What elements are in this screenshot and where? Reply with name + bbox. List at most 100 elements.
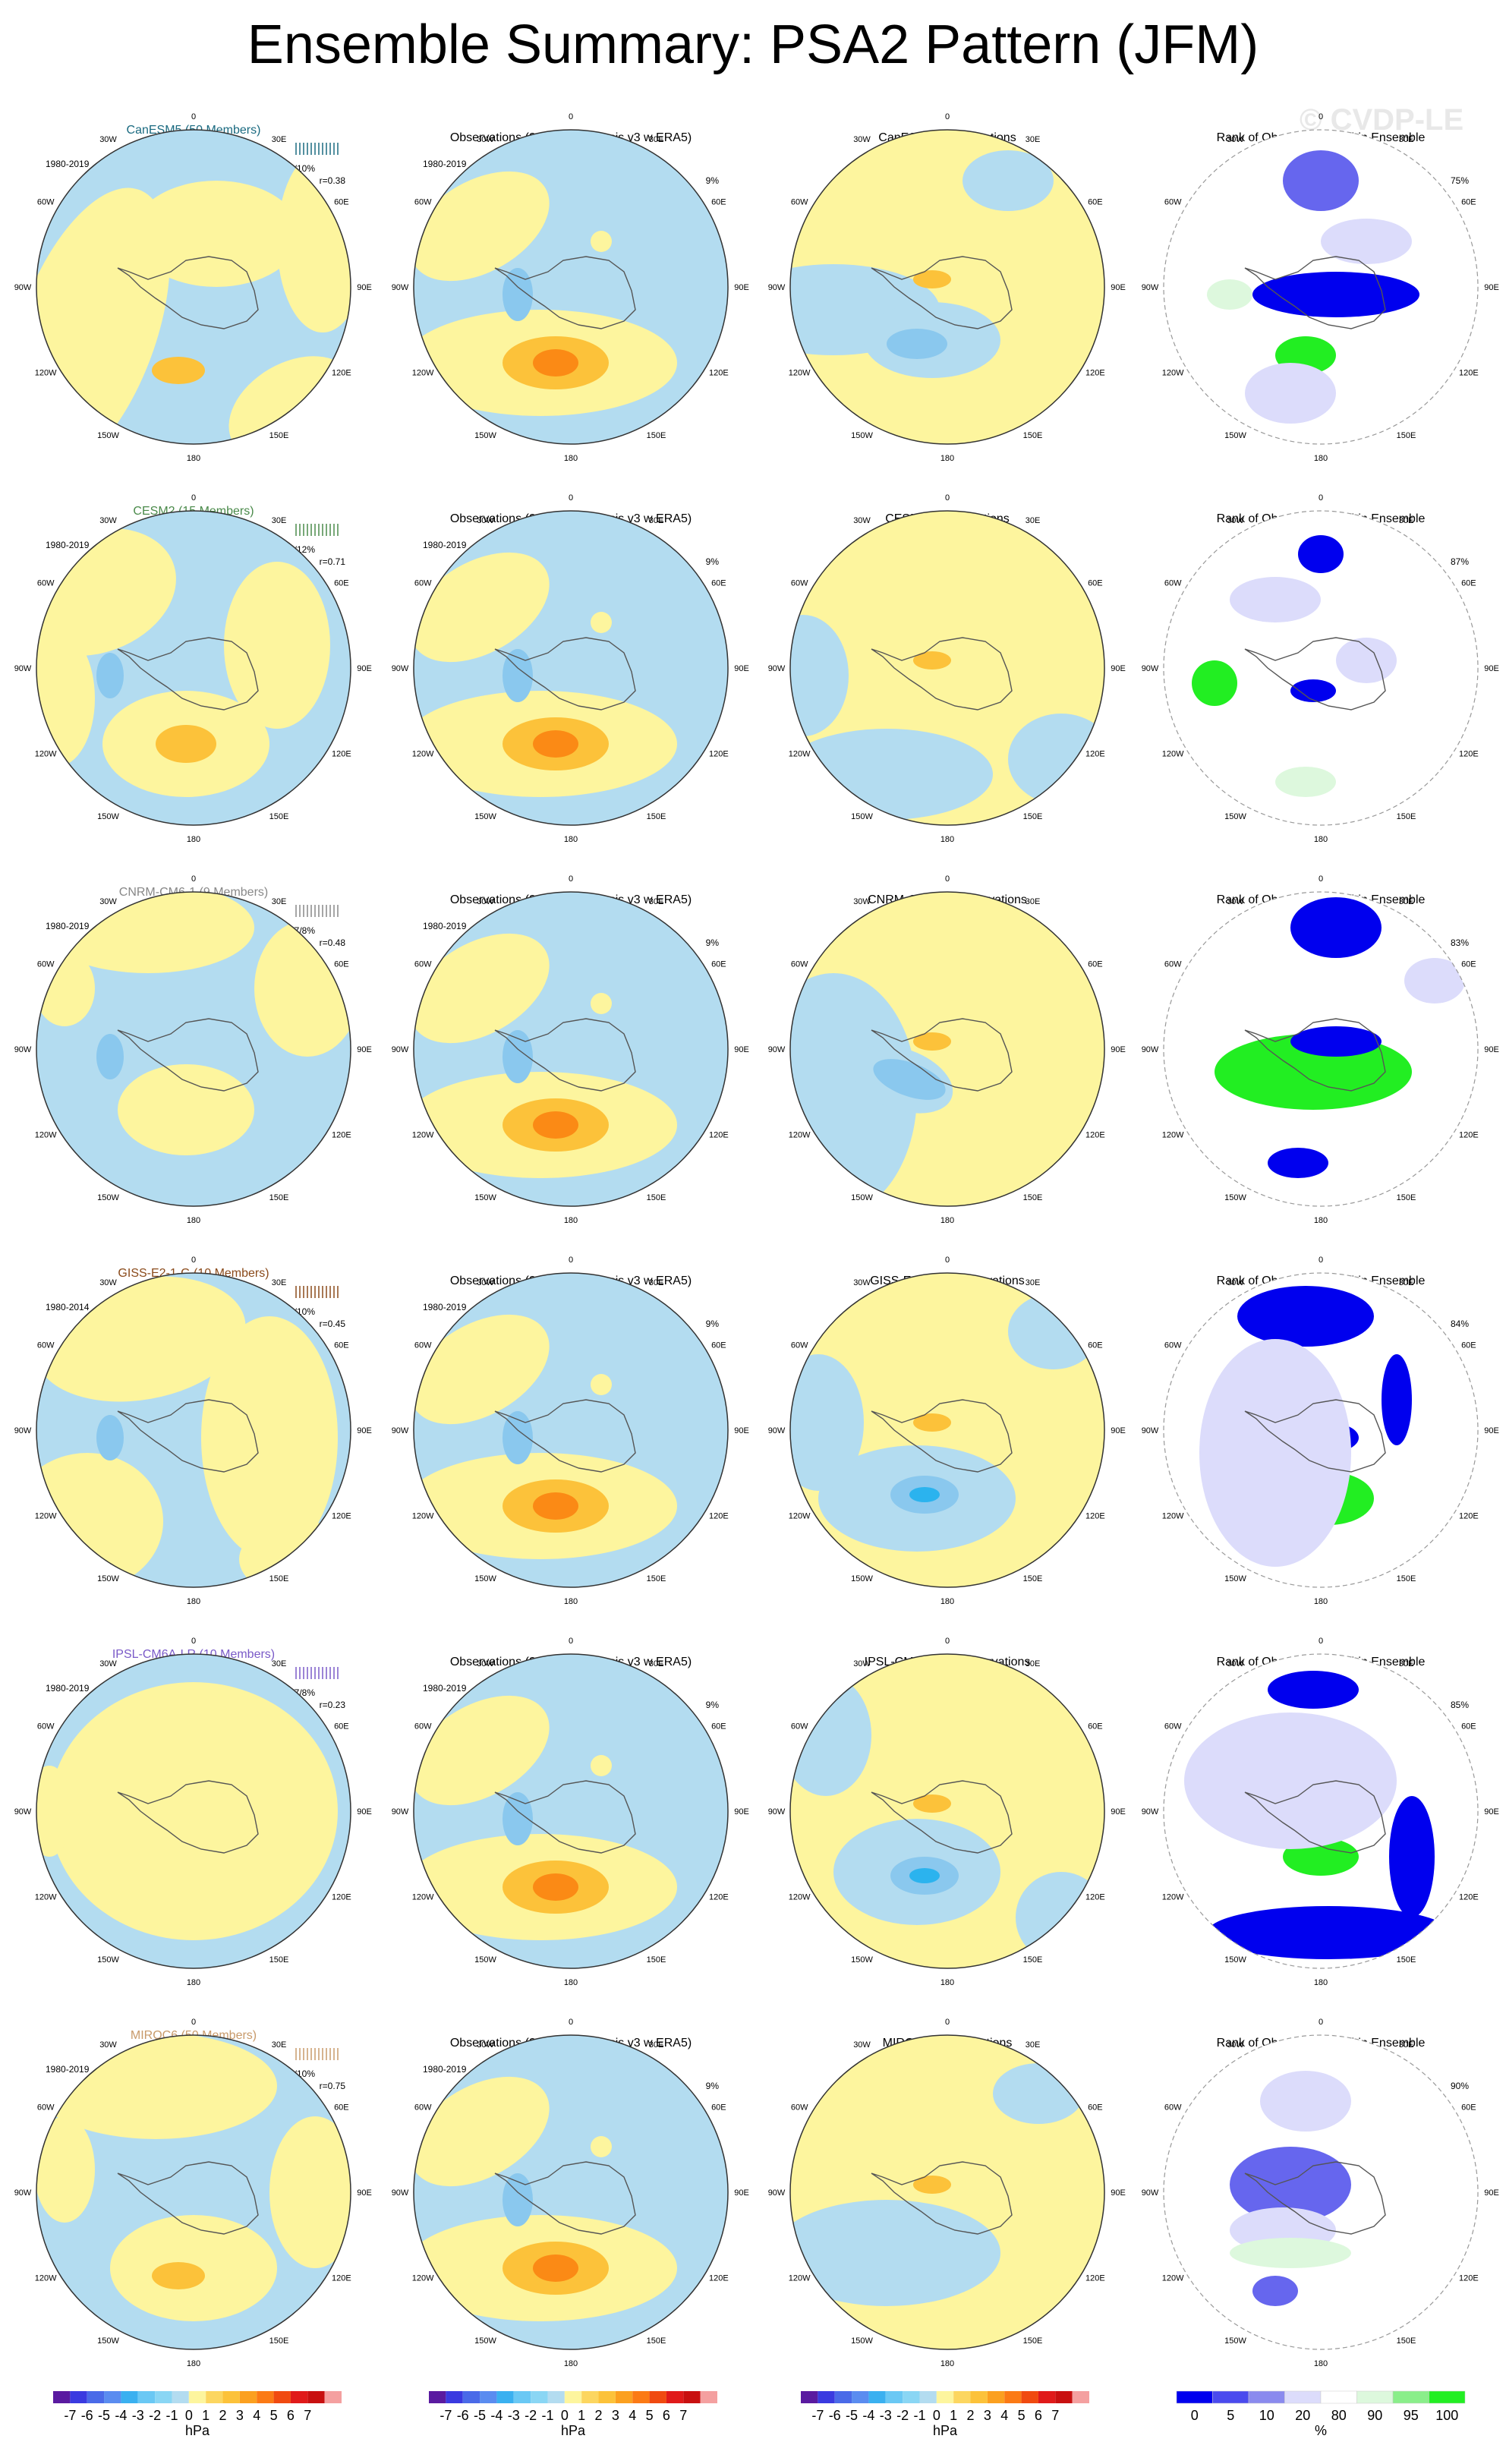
antarctica-coastline <box>117 1780 259 1854</box>
contour-region <box>533 2254 578 2282</box>
longitude-label: 120E <box>1459 1893 1479 1902</box>
longitude-label: 0 <box>1319 493 1323 503</box>
longitude-label: 90W <box>14 1807 32 1816</box>
contour-region <box>118 1064 254 1155</box>
colorbar-swatch <box>700 2391 717 2403</box>
colorbar-obs: -7 -6 -5 -4 -3 -2 -1 0 1 2 3 4 5 6 7 hPa <box>429 2391 717 2438</box>
longitude-label: 90W <box>392 1045 409 1054</box>
longitude-label: 180 <box>187 1597 200 1606</box>
contour-region <box>133 181 300 287</box>
colorbar-label: -2 <box>896 2408 909 2423</box>
antarctica-coastline <box>117 1018 259 1092</box>
longitude-label: 90E <box>357 2188 372 2198</box>
map-border <box>413 2034 729 2350</box>
colorbar-label: -7 <box>811 2408 824 2423</box>
longitude-label: 120E <box>332 1512 351 1521</box>
longitude-label: 150E <box>647 1574 666 1583</box>
longitude-label: 60E <box>334 1722 349 1731</box>
longitude-label: 0 <box>569 1256 573 1265</box>
diff-panel: GISS-E2-1-G - Observations030E60E90E120E… <box>768 1256 1126 1606</box>
colorbar-label: -3 <box>508 2408 520 2423</box>
contour-region <box>909 1868 940 1883</box>
contour-region <box>591 1374 612 1395</box>
longitude-label: 90W <box>14 664 32 673</box>
contour-region <box>1230 577 1321 622</box>
longitude-label: 180 <box>940 1216 954 1225</box>
model-period: 1980-2019 <box>46 540 90 550</box>
longitude-label: 0 <box>1319 874 1323 884</box>
longitude-label: 0 <box>191 874 196 884</box>
antarctica-coastline <box>1244 1018 1386 1092</box>
map-contours <box>414 1314 677 1559</box>
longitude-label: 180 <box>564 454 578 463</box>
map-border <box>1163 891 1479 1207</box>
longitude-label: 150E <box>1397 812 1416 821</box>
longitude-label: 120W <box>412 369 434 378</box>
longitude-label: 30E <box>649 1278 664 1287</box>
map-border <box>789 510 1105 826</box>
map-contours <box>414 171 677 416</box>
longitude-label: 150W <box>851 1955 873 1965</box>
longitude-label: 30W <box>99 897 117 906</box>
map-contours <box>36 2035 351 2321</box>
longitude-label: 30W <box>99 1278 117 1287</box>
map-border <box>1163 1272 1479 1588</box>
colorbar-label: -7 <box>64 2408 76 2423</box>
longitude-label: 0 <box>569 493 573 503</box>
map-border <box>1163 510 1479 826</box>
model-r: r=0.38 <box>320 175 346 186</box>
longitude-label: 30W <box>1227 1659 1244 1668</box>
longitude-label: 150E <box>1397 2336 1416 2346</box>
colorbar-label: 5 <box>1227 2408 1234 2423</box>
model-period: 1980-2014 <box>46 1302 90 1312</box>
longitude-label: 60E <box>334 1341 349 1350</box>
longitude-label: 60E <box>1461 1722 1476 1731</box>
colorbar-swatch <box>1055 2391 1073 2403</box>
antarctica-coastline <box>871 2161 1013 2235</box>
contour-region <box>503 1030 533 1083</box>
colorbar-swatch <box>970 2391 988 2403</box>
longitude-label: 60E <box>334 579 349 588</box>
obs-pct: 9% <box>706 175 720 186</box>
longitude-label: 150W <box>1224 431 1246 440</box>
colorbar-label: -4 <box>490 2408 503 2423</box>
rank-regions <box>1199 1286 1412 1567</box>
rank-panel: Rank of Observations within Ensemble87%0… <box>1142 493 1499 844</box>
longitude-label: 150W <box>474 2336 496 2346</box>
longitude-label: 30W <box>1227 1278 1244 1287</box>
diff-panel: CESM2 - Observations030E60E90E120E150E18… <box>768 493 1126 844</box>
longitude-label: 90W <box>392 283 409 292</box>
longitude-label: 120W <box>1162 1512 1184 1521</box>
diff-panel: MIROC6 - Observations030E60E90E120E150E1… <box>768 2018 1126 2368</box>
colorbar-swatch <box>257 2391 274 2403</box>
longitude-label: 90E <box>1484 1045 1499 1054</box>
colorbar-swatch <box>1284 2390 1322 2404</box>
longitude-label: 30W <box>477 135 494 144</box>
obs-panel: Observations (20thC Reanalysis v3 w ERA5… <box>392 1637 749 1987</box>
contour-region <box>591 1755 612 1776</box>
contour-region <box>591 612 612 633</box>
colorbar-swatch <box>222 2391 240 2403</box>
contour-region <box>503 1792 533 1845</box>
contour-region <box>591 2136 612 2157</box>
longitude-label: 90E <box>1484 664 1499 673</box>
longitude-label: 60W <box>1164 1722 1182 1731</box>
colorbar-label: 0 <box>185 2408 193 2423</box>
contour-region <box>913 1413 951 1432</box>
map-border <box>36 891 351 1207</box>
longitude-label: 150W <box>474 1574 496 1583</box>
colorbar-label: 2 <box>967 2408 975 2423</box>
longitude-label: 90W <box>392 664 409 673</box>
longitude-label: 120E <box>1459 1512 1479 1521</box>
contour-region <box>156 725 216 763</box>
longitude-label: 180 <box>940 1597 954 1606</box>
antarctica-coastline <box>1244 1399 1386 1473</box>
longitude-label: 90W <box>768 664 786 673</box>
longitude-label: 0 <box>1319 2018 1323 2027</box>
colorbar-label: 5 <box>270 2408 278 2423</box>
longitude-label: 30E <box>649 2040 664 2050</box>
contour-region <box>913 651 951 670</box>
longitude-label: 150E <box>1023 1955 1043 1965</box>
longitude-label: 120W <box>412 1512 434 1521</box>
antarctica-coastline <box>871 256 1013 329</box>
